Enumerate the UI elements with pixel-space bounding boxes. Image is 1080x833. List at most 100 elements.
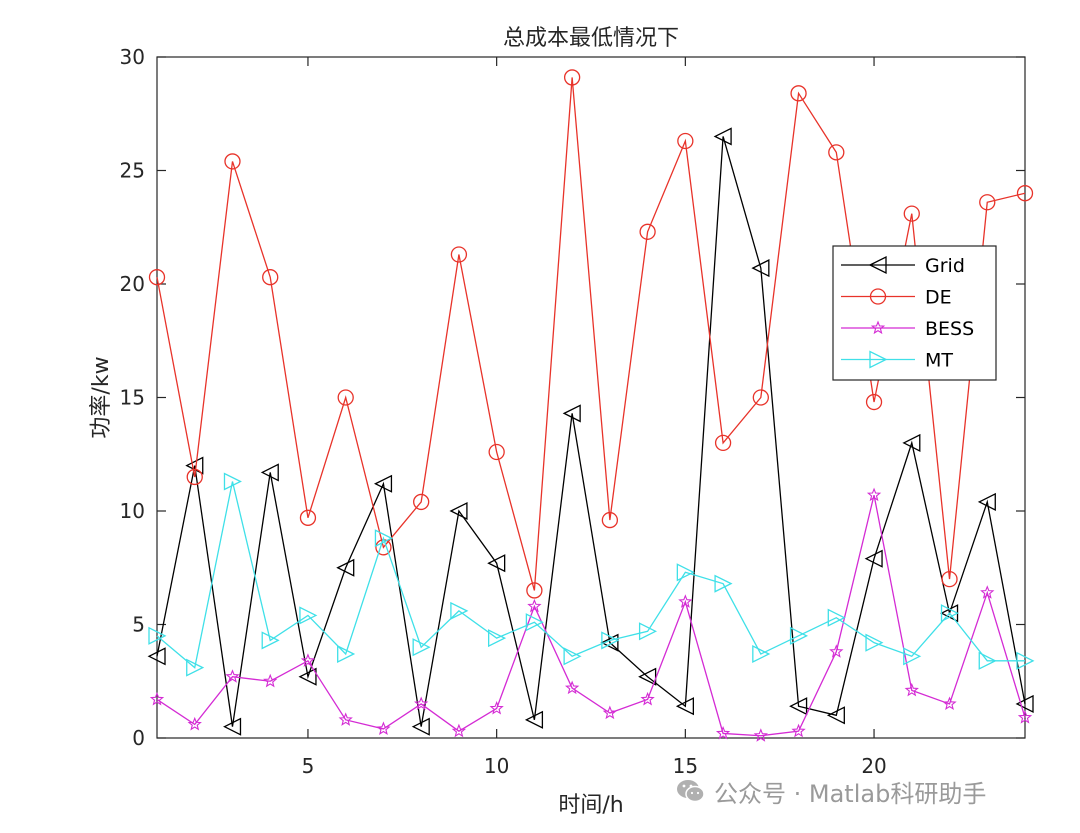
data-point-grid [638,667,657,686]
data-point-mt [827,608,846,627]
data-point-grid [789,697,808,716]
data-point-mt [940,604,959,623]
data-point-grid [902,433,921,452]
series-bess [149,487,1033,742]
data-point-bess [376,721,391,735]
data-point-bess [187,716,202,731]
data-point-bess [1017,710,1033,724]
data-point-de [1016,185,1034,202]
data-point-grid [411,717,430,736]
data-point-mt [148,626,167,645]
data-point-de [601,511,619,529]
data-point-mt [374,529,393,548]
data-point-de [714,434,732,452]
legend-marker-mt [869,350,888,369]
data-point-mt [903,647,922,666]
data-point-bess [451,723,467,738]
data-point-bess [866,487,882,502]
legend-label-de: DE [925,287,952,309]
data-point-bess [300,653,316,667]
data-point-de [563,69,581,86]
data-point-mt [412,638,431,657]
data-point-grid [675,697,694,716]
x-axis-title: 时间/h [558,793,623,818]
data-point-de [903,205,920,222]
data-point-mt [186,658,205,677]
data-point-de [413,493,430,511]
data-point-bess [715,725,731,740]
data-point-de [828,144,845,161]
data-point-grid [977,492,996,511]
y-tick-label: 0 [132,726,145,750]
data-point-de [450,246,468,263]
data-point-de [865,393,883,411]
data-point-de [639,223,656,240]
data-point-de [790,85,807,102]
data-point-grid [147,647,166,666]
data-point-mt [1016,651,1035,670]
data-point-grid [449,501,468,521]
data-point-mt [223,472,242,491]
x-tick-label: 10 [484,754,509,778]
legend-label-bess: BESS [925,318,974,340]
data-point-bess [980,585,995,599]
data-point-mt [299,606,318,625]
axes: 0 5 10 15 20 25 30 5 10 15 20 [120,45,1026,778]
data-point-mt [337,644,356,664]
data-point-de [526,582,543,599]
data-point-mt [563,647,582,666]
watermark-text: 公众号 · Matlab科研助手 [714,779,987,808]
y-tick-label: 20 [120,272,145,296]
y-tick-label: 30 [120,45,145,69]
x-tick-label: 15 [673,754,698,778]
data-point-bess [338,712,353,726]
data-point-de [752,389,769,406]
chart-title: 总成本最低情况下 [503,26,679,51]
data-point-grid [864,549,883,568]
data-point-mt [601,631,620,650]
data-point-mt [450,601,469,620]
data-point-mt [789,626,809,645]
data-point-de [677,132,694,150]
x-tick-label: 5 [302,754,315,778]
data-point-grid [336,558,355,577]
data-point-grid [562,404,581,423]
data-point-bess [829,644,844,658]
legend-label-mt: MT [925,350,953,372]
legend: Grid DE BESS MT [832,245,997,381]
data-point-bess [640,691,655,706]
data-point-bess [678,594,693,608]
data-point-grid [298,667,317,686]
data-point-mt [714,574,733,593]
legend-marker-de [869,288,887,305]
data-point-bess [753,728,768,742]
data-point-mt [978,651,997,670]
plot-frame [156,56,1026,739]
legend-marker-bess [870,320,886,335]
data-point-bess [414,696,429,711]
data-point-bess [263,673,278,688]
data-point-de [979,194,996,211]
data-point-de [337,389,354,406]
data-point-grid [373,474,393,493]
data-point-grid [223,717,242,736]
data-point-bess [904,682,919,697]
wechat-icon [677,780,705,803]
data-point-grid [260,463,279,482]
data-point-grid [487,554,506,573]
data-point-mt [261,631,280,650]
y-tick-label: 15 [120,386,145,410]
data-point-bess [149,691,165,706]
legend-box [832,245,997,381]
legend-marker-grid [868,255,887,275]
data-point-de [148,269,166,286]
data-point-bess [602,705,618,720]
series-layer [147,69,1035,742]
series-mt [148,472,1035,677]
legend-label-grid: Grid [925,255,965,277]
y-tick-label: 10 [120,499,145,523]
data-point-grid [524,710,544,729]
data-point-mt [676,563,695,582]
watermark: 公众号 · Matlab科研助手 [676,772,986,810]
